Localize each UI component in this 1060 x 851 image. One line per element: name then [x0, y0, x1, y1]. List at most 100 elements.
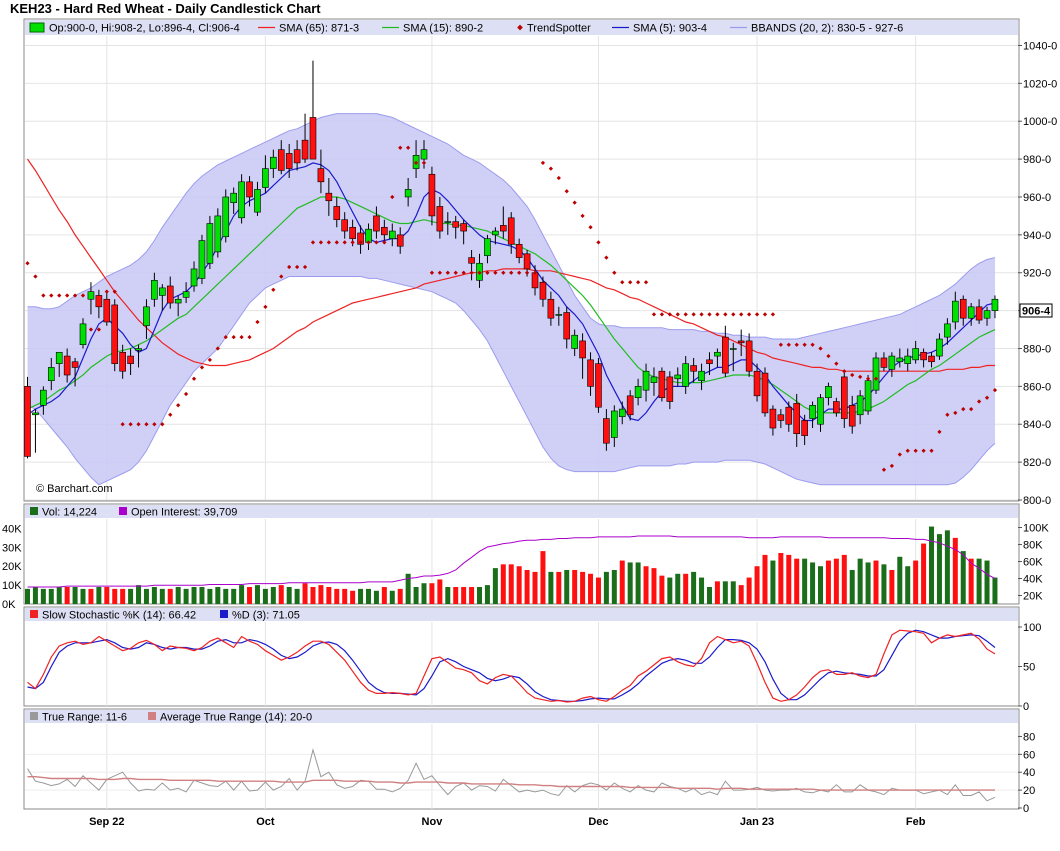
volume-bar [770, 560, 776, 604]
trendspotter-marker [524, 270, 530, 275]
candle-body [373, 215, 380, 232]
candle-body [444, 221, 452, 223]
candle-body [753, 370, 761, 397]
stoch-k-swatch [30, 610, 38, 618]
candle-body [460, 223, 467, 232]
candle-body [840, 376, 848, 419]
candle [119, 344, 126, 379]
volume-bar [421, 583, 427, 604]
candle-body [595, 363, 602, 408]
volume-bar [477, 587, 483, 604]
legend-sma65: SMA (65): 871-3 [279, 23, 359, 35]
volume-bar [199, 587, 205, 604]
candle-body [618, 408, 626, 417]
stoch-d-swatch [220, 610, 228, 618]
candle-body [658, 370, 666, 399]
candlesticks [24, 60, 999, 459]
legend-stoch-d: %D (3): 71.05 [232, 610, 300, 622]
legend-bbands: BBANDS (20, 2): 830-5 - 927-6 [751, 23, 903, 35]
volume-bar [32, 587, 38, 604]
candle-body [71, 361, 79, 368]
candle [206, 215, 214, 269]
volume-bar [405, 573, 411, 604]
candle [270, 149, 277, 179]
price-tick-label: 1000-0 [1023, 116, 1057, 128]
trendspotter-marker [667, 312, 672, 317]
candle [690, 357, 697, 383]
candle [563, 306, 571, 349]
candle [579, 333, 586, 379]
candle-body [135, 348, 142, 351]
candle-body [63, 355, 71, 376]
volume-bar [318, 585, 324, 604]
candle [436, 196, 444, 239]
volume-bar [913, 560, 919, 604]
candle-body [103, 298, 111, 323]
candle-body [388, 230, 396, 239]
candle [468, 250, 475, 281]
candle-body [737, 340, 745, 344]
candle [262, 155, 269, 194]
trendspotter-marker [818, 346, 823, 351]
candle-body [182, 291, 190, 298]
candle [975, 299, 983, 324]
candle-body [833, 401, 840, 414]
trendspotter-marker [453, 270, 458, 275]
volume-bar [706, 587, 712, 604]
candle-body [769, 408, 777, 429]
candle [55, 351, 63, 377]
candle [936, 333, 943, 360]
candle [587, 352, 594, 396]
candle [222, 189, 230, 243]
trendspotter-marker [937, 429, 942, 434]
x-tick-label: Dec [588, 816, 608, 828]
candle-body [270, 156, 277, 169]
candle-body [967, 306, 975, 319]
volume-bar [104, 587, 110, 604]
candle [174, 295, 182, 317]
stochastic-legend: Slow Stochastic %K (14): 66.42 %D (3): 7… [30, 610, 300, 622]
candle-body [547, 298, 555, 319]
candle [928, 352, 935, 368]
candle-body [40, 389, 47, 406]
trendspotter-marker [176, 403, 181, 408]
trendspotter-marker [564, 189, 569, 194]
candle-body [531, 272, 539, 289]
trendspotter-marker [707, 312, 712, 317]
volume-bar [746, 577, 752, 604]
candle-body [246, 181, 253, 198]
candle [833, 397, 840, 417]
volume-bar [881, 564, 887, 604]
candle [745, 333, 753, 377]
candle [952, 291, 959, 330]
price-legend: Op:900-0, Hi:908-2, Lo:896-4, Cl:906-4 S… [29, 22, 903, 35]
volume-bar [484, 585, 490, 604]
volume-bar [532, 571, 538, 604]
candle [642, 363, 650, 402]
candle [753, 363, 761, 402]
x-tick-label: Sep 22 [89, 816, 124, 828]
bband-upper-line [27, 113, 996, 340]
volume-bar [873, 560, 879, 604]
trendspotter-marker [984, 395, 990, 400]
trendspotter-marker [429, 270, 435, 275]
candle [864, 375, 872, 415]
trendspotter-marker [953, 410, 958, 416]
volume-bar [25, 588, 30, 604]
volume-bar [159, 588, 165, 604]
volume-bar [865, 562, 871, 604]
volume-bar [936, 534, 942, 604]
candle-body [952, 300, 959, 323]
candle [809, 401, 816, 429]
volume-bar [413, 587, 419, 604]
tr-tick-label: 20 [1023, 785, 1035, 797]
volume-bar [350, 590, 356, 604]
trendspotter-marker [334, 240, 339, 245]
trendspotter-marker [366, 240, 371, 245]
trendspotter-marker [604, 255, 609, 260]
candle-body [848, 405, 856, 427]
candle-body [214, 215, 222, 253]
price-tick-label: 1020-0 [1023, 78, 1057, 90]
candle-body [420, 149, 428, 160]
candle-body [55, 351, 63, 364]
